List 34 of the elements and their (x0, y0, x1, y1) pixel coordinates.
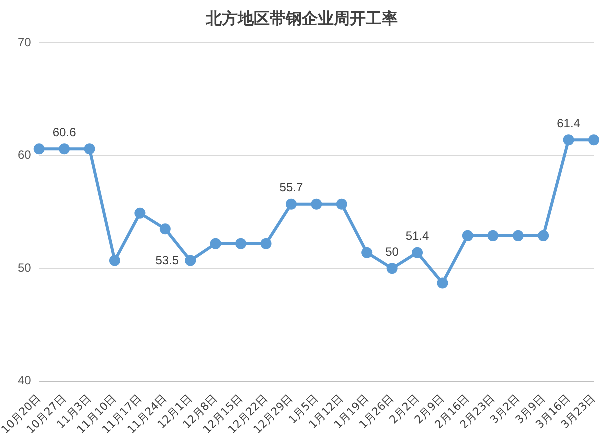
point (488, 230, 499, 242)
y-tick-label: 60 (18, 148, 32, 162)
point (236, 238, 247, 250)
point (386, 263, 398, 274)
point (336, 198, 348, 210)
point (59, 144, 70, 155)
y-tick-label: 70 (18, 36, 32, 50)
point (34, 144, 45, 155)
data-label: 61.4 (557, 116, 581, 130)
data-label: 50 (386, 244, 400, 259)
point (84, 144, 96, 155)
point (437, 278, 448, 289)
data-label: 60.6 (52, 125, 77, 140)
point (260, 238, 272, 250)
chart-title: 北方地区带钢企业周开工率 (205, 8, 398, 28)
y-tick-label: 40 (18, 374, 32, 388)
point (210, 238, 222, 250)
point (311, 198, 322, 210)
point (362, 247, 373, 258)
point (462, 230, 474, 242)
point (588, 134, 600, 146)
point (160, 224, 171, 235)
point (286, 198, 297, 210)
data-label: 55.7 (280, 180, 304, 195)
point (538, 230, 550, 242)
point (412, 247, 424, 258)
point (563, 134, 574, 146)
data-label: 51.4 (406, 229, 430, 244)
point (109, 255, 120, 266)
y-tick-label: 50 (18, 260, 32, 275)
point (512, 230, 524, 242)
point (185, 255, 196, 266)
point (134, 208, 146, 219)
data-label: 53.5 (156, 253, 180, 268)
